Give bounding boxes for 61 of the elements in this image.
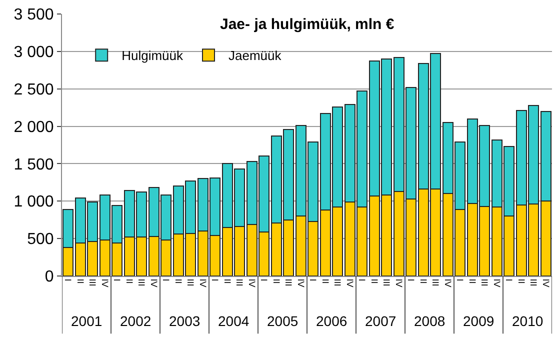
y-tick-label: 2 500 (14, 81, 54, 98)
x-tick-label: II (467, 278, 478, 284)
y-tick-label: 500 (27, 231, 54, 248)
x-tick-label: II (124, 278, 134, 284)
text: 2010 (512, 313, 544, 329)
x-tick-label: II (369, 278, 380, 284)
x-tick-label: I (210, 278, 220, 282)
x-tick-label: IV (296, 278, 306, 288)
x-tick-label: II (418, 278, 428, 284)
x-tick-label: III (234, 278, 245, 286)
y-tick-label: 0 (44, 268, 54, 286)
x-tick-label: I (357, 278, 368, 282)
text: 2009 (463, 313, 494, 329)
chart-title: Jae- ja hulgimüük, mln € (220, 16, 395, 33)
x-tick-label: III (430, 278, 441, 286)
text: 2007 (365, 313, 396, 329)
x-tick-label: I (406, 278, 416, 282)
x-tick-label: I (455, 278, 466, 282)
x-tick-label: IV (492, 278, 502, 288)
text: 2006 (316, 313, 348, 329)
x-tick-label: IV (540, 278, 551, 288)
x-tick-label: I (161, 278, 172, 282)
x-tick-label: IV (394, 278, 404, 288)
y-tick-label: 2 000 (14, 118, 54, 136)
x-tick-label: III (186, 278, 196, 286)
text: 2004 (218, 313, 250, 329)
x-tick-label: II (173, 278, 184, 284)
x-tick-label: III (332, 278, 343, 286)
x-tick-label: I (63, 278, 74, 282)
text: 2005 (267, 313, 298, 329)
x-tick-label: II (320, 278, 330, 284)
text: 2008 (414, 313, 446, 329)
text: 2001 (71, 313, 102, 329)
x-tick-label: II (75, 278, 86, 284)
x-tick-label: III (284, 278, 294, 286)
legend-label: Hulgimüük (122, 48, 184, 64)
x-tick-label: III (136, 278, 147, 286)
text: 2003 (169, 313, 200, 329)
x-tick-label: IV (100, 278, 110, 288)
y-tick-label: 3 000 (14, 44, 54, 62)
y-tick-label: 1 500 (14, 156, 54, 174)
x-tick-label: II (516, 278, 526, 284)
x-tick-label: IV (442, 278, 453, 288)
x-tick-label: IV (198, 278, 208, 288)
text: 2002 (120, 313, 152, 329)
x-tick-label: III (88, 278, 98, 286)
x-tick-label: III (528, 278, 539, 286)
x-tick-label: III (382, 278, 392, 286)
x-tick-label: I (504, 278, 514, 282)
x-tick-label: I (112, 278, 122, 282)
x-tick-label: IV (148, 278, 159, 288)
y-tick-label: 1 000 (14, 194, 54, 211)
x-tick-label: IV (344, 278, 355, 288)
x-tick-label: I (308, 278, 318, 282)
x-tick-label: III (480, 278, 490, 286)
legend-label: Jaemüük (228, 48, 282, 64)
x-tick-label: II (222, 278, 232, 284)
x-tick-label: I (259, 278, 270, 282)
x-tick-label: II (271, 278, 282, 284)
y-tick-label: 3 500 (14, 6, 54, 24)
x-tick-label: IV (246, 278, 257, 288)
